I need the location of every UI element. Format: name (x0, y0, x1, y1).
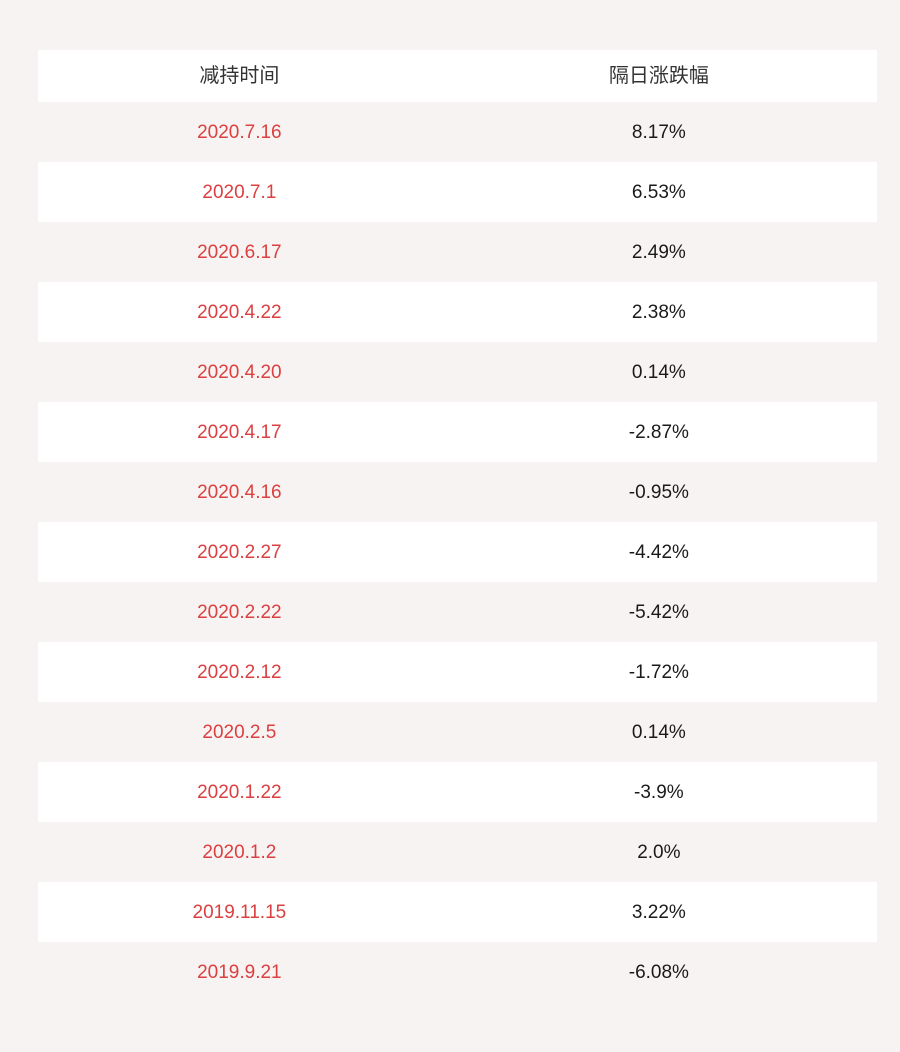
reduction-date-cell: 2020.2.12 (197, 661, 282, 683)
reduction-date-cell: 2020.2.22 (197, 601, 282, 623)
table-row: 2019.9.21 -6.08% (38, 942, 877, 1002)
reduction-date-cell: 2020.4.17 (197, 421, 282, 443)
table-row: 2020.1.22 -3.9% (38, 762, 877, 822)
table-row: 2020.6.17 2.49% (38, 222, 877, 282)
table-row: 2019.11.15 3.22% (38, 882, 877, 942)
header-cell-reduction-date: 减持时间 (199, 65, 280, 87)
nextday-change-cell: 3.22% (631, 901, 686, 923)
nextday-change-cell: 6.53% (631, 181, 686, 203)
nextday-change-cell: -1.72% (628, 661, 689, 683)
table-header-row: 减持时间 隔日涨跌幅 (38, 50, 877, 102)
table-row: 2020.1.2 2.0% (38, 822, 877, 882)
nextday-change-cell: -2.87% (628, 421, 689, 443)
table-row: 2020.4.17 -2.87% (38, 402, 877, 462)
nextday-change-cell: 2.0% (637, 841, 681, 863)
nextday-change-cell: -3.9% (634, 781, 684, 803)
table-row: 2020.2.22 -5.42% (38, 582, 877, 642)
nextday-change-cell: -0.95% (628, 481, 689, 503)
table-row: 2020.2.5 0.14% (38, 702, 877, 762)
nextday-change-cell: 2.49% (631, 241, 686, 263)
reduction-date-cell: 2020.7.1 (202, 181, 277, 203)
nextday-change-cell: 2.38% (631, 301, 686, 323)
reduction-date-cell: 2020.4.22 (197, 301, 282, 323)
reduction-date-cell: 2019.9.21 (197, 961, 282, 983)
table-row: 2020.7.1 6.53% (38, 162, 877, 222)
reduction-date-cell: 2020.1.2 (202, 841, 277, 863)
reduction-date-cell: 2020.2.27 (197, 541, 282, 563)
reduction-date-cell: 2020.4.16 (197, 481, 282, 503)
table-row: 2020.7.16 8.17% (38, 102, 877, 162)
nextday-change-cell: 8.17% (631, 121, 686, 143)
reduction-date-cell: 2020.1.22 (197, 781, 282, 803)
reduction-date-cell: 2019.11.15 (192, 901, 287, 923)
nextday-change-cell: 0.14% (631, 361, 686, 383)
table-body: 2020.7.16 8.17% 2020.7.1 6.53% 2020.6.17 2.49… (38, 102, 877, 1002)
table-row: 2020.4.20 0.14% (38, 342, 877, 402)
table-row: 2020.2.12 -1.72% (38, 642, 877, 702)
table-row: 2020.4.22 2.38% (38, 282, 877, 342)
reduction-history-table: 减持时间 隔日涨跌幅 2020.7.16 8.17% 2020.7.1 6.53% 20… (38, 50, 877, 1002)
table-row: 2020.4.16 -0.95% (38, 462, 877, 522)
nextday-change-cell: -6.08% (628, 961, 689, 983)
reduction-date-cell: 2020.2.5 (202, 721, 277, 743)
reduction-date-cell: 2020.4.20 (197, 361, 282, 383)
reduction-date-cell: 2020.7.16 (197, 121, 282, 143)
nextday-change-cell: 0.14% (631, 721, 686, 743)
reduction-date-cell: 2020.6.17 (197, 241, 282, 263)
nextday-change-cell: -4.42% (628, 541, 689, 563)
header-cell-nextday-change: 隔日涨跌幅 (608, 65, 709, 87)
table-row: 2020.2.27 -4.42% (38, 522, 877, 582)
nextday-change-cell: -5.42% (628, 601, 689, 623)
